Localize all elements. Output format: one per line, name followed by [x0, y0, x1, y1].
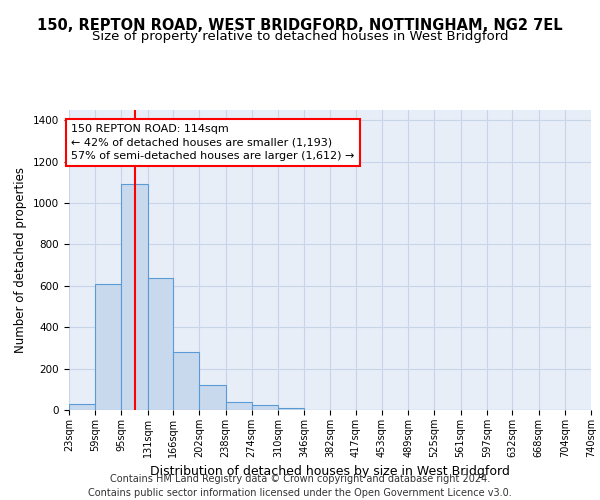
Bar [95, 284, 121, 410]
Bar [173, 352, 199, 410]
Text: 150 REPTON ROAD: 114sqm
← 42% of detached houses are smaller (1,193)
57% of semi: 150 REPTON ROAD: 114sqm ← 42% of detache… [71, 124, 355, 161]
Bar [199, 385, 226, 410]
Text: Size of property relative to detached houses in West Bridgford: Size of property relative to detached ho… [92, 30, 508, 43]
Bar [69, 404, 95, 410]
Bar [121, 184, 148, 410]
Text: 150, REPTON ROAD, WEST BRIDGFORD, NOTTINGHAM, NG2 7EL: 150, REPTON ROAD, WEST BRIDGFORD, NOTTIN… [37, 18, 563, 32]
Bar [148, 278, 173, 410]
Y-axis label: Number of detached properties: Number of detached properties [14, 167, 28, 353]
Bar [278, 408, 304, 410]
Text: Contains HM Land Registry data © Crown copyright and database right 2024.
Contai: Contains HM Land Registry data © Crown c… [88, 474, 512, 498]
Bar [226, 402, 252, 410]
X-axis label: Distribution of detached houses by size in West Bridgford: Distribution of detached houses by size … [150, 466, 510, 478]
Bar [252, 406, 278, 410]
